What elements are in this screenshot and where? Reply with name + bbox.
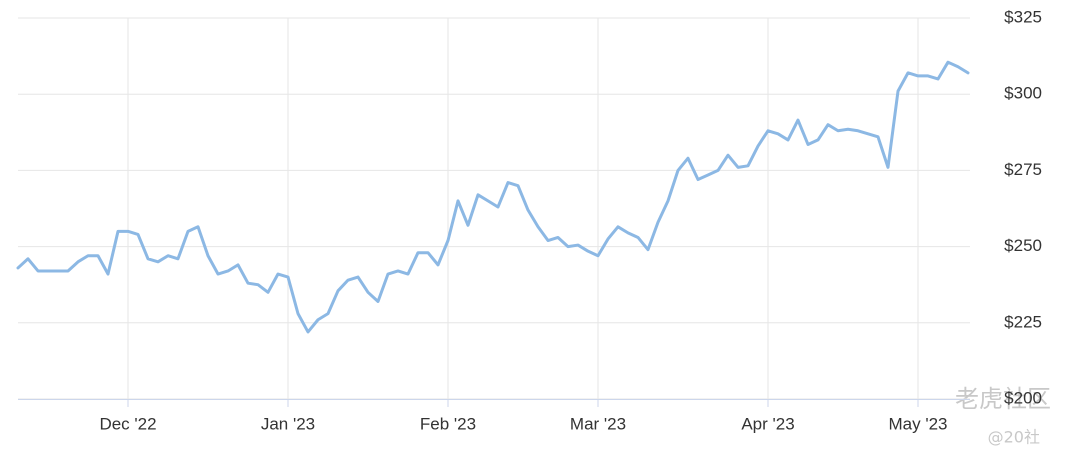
x-tick-label: Apr '23 (741, 414, 794, 433)
y-tick-label: $225 (1004, 312, 1042, 331)
y-tick-label: $300 (1004, 84, 1042, 103)
x-tick-label: Dec '22 (99, 414, 156, 433)
x-tick-label: Feb '23 (420, 414, 476, 433)
y-tick-label: $200 (1004, 388, 1042, 407)
y-tick-label: $275 (1004, 160, 1042, 179)
x-tick-label: Mar '23 (570, 414, 626, 433)
y-tick-label: $325 (1004, 7, 1042, 26)
x-tick-label: May '23 (889, 414, 948, 433)
x-tick-label: Jan '23 (261, 414, 315, 433)
y-tick-label: $250 (1004, 236, 1042, 255)
watermark: @20社 (988, 428, 1040, 447)
watermark: 老虎社区 (955, 385, 1051, 413)
price-line (16, 60, 970, 334)
